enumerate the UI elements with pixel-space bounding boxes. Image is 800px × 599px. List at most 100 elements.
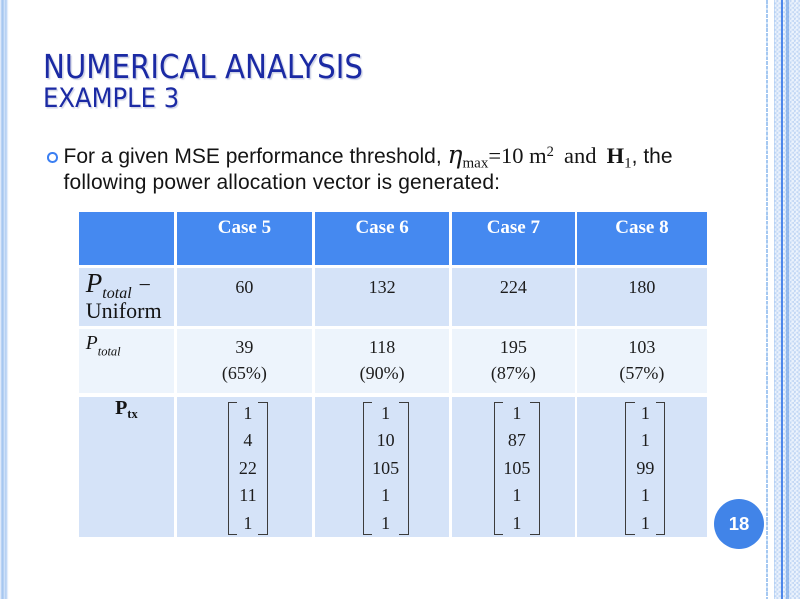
table-header-case7: Case 7 [452, 211, 575, 265]
table-header-case5: Case 5 [176, 211, 313, 265]
slide-subtitle: EXAMPLE 3 [43, 83, 180, 115]
vector-value: 10 [376, 430, 395, 451]
bullet-icon [47, 152, 58, 163]
row-uniform-value-case5: 60 [176, 267, 313, 327]
row-uniform-value-case7: 224 [452, 267, 575, 327]
cell-value: 60 [235, 276, 254, 297]
header-label: Case 5 [217, 216, 272, 238]
vector-values: 1 4 22 11 1 [228, 402, 268, 535]
row-ptx-vector-case5: 1 4 22 11 1 [176, 396, 313, 537]
vector-value: 87 [507, 430, 526, 451]
slide-title: NUMERICAL ANALYSIS [43, 48, 363, 87]
table-header-case8: Case 8 [577, 211, 707, 265]
formula-exponent: 2 [546, 143, 554, 160]
left-stripe-border [0, 0, 10, 599]
vector-value: 1 [243, 513, 253, 534]
value-number: 103 [628, 337, 656, 358]
value-number: 39 [235, 337, 254, 358]
value-percentage: (90%) [359, 362, 405, 383]
page-number: 18 [728, 513, 750, 534]
vector-value: 1 [381, 402, 391, 423]
formula-H: H [606, 142, 625, 168]
vector-value: 22 [238, 457, 257, 478]
row-ptx-vector-case6: 1 10 105 1 1 [314, 396, 450, 537]
matrix-bracket: 1 1 99 1 1 [625, 402, 666, 535]
row-ptx-label: Ptx [78, 396, 174, 537]
formula-eta: η [447, 139, 463, 169]
formula-and: and [558, 142, 603, 168]
band-solid-line [780, 0, 783, 599]
vector-value: 1 [640, 485, 650, 506]
cell-value: 39 (65%) [177, 329, 313, 386]
dotted-line-decoration [765, 0, 769, 599]
vector-value: 4 [243, 430, 253, 451]
cell-value: 224 [499, 276, 527, 297]
right-bracket [655, 402, 666, 535]
vector-value: 1 [640, 513, 650, 534]
left-bracket [493, 402, 504, 535]
bullet-line2: following power allocation vector is gen… [63, 171, 501, 195]
vector-value: 1 [243, 402, 253, 423]
cell-value: 195 (87%) [452, 329, 575, 386]
bullet-text-before: For a given MSE performance threshold, [63, 144, 448, 168]
row-uniform-value-case6: 132 [314, 267, 450, 327]
left-bracket [227, 402, 238, 535]
row-uniform-value-case8: 180 [577, 267, 707, 327]
value-number: 118 [368, 337, 396, 358]
row-ptotal-value-case6: 118 (90%) [314, 329, 450, 394]
row-ptotal-value-case8: 103 (57%) [577, 329, 707, 394]
vector-value: 1 [512, 513, 522, 534]
bullet-paragraph: For a given MSE performance threshold, η… [63, 141, 754, 197]
band-soft-line [786, 0, 789, 599]
formula-equals-value: =10 m [488, 142, 547, 168]
band-edge-line [773, 0, 776, 599]
table-header-empty [78, 211, 174, 265]
page-number-badge: 18 [714, 499, 764, 549]
equation-ptx: Ptx [115, 396, 138, 421]
vector-values: 1 1 99 1 1 [625, 402, 665, 535]
equation-ptotal: Ptotal [85, 333, 121, 359]
row-ptotal-label: Ptotal [78, 329, 174, 394]
header-label: Case 7 [486, 216, 540, 238]
vector-value: 105 [503, 457, 531, 478]
matrix-bracket: 1 87 105 1 1 [493, 402, 540, 535]
value-percentage: (57%) [619, 362, 665, 383]
vector-value: 1 [512, 485, 522, 506]
vector-value: 11 [239, 485, 257, 506]
vector-value: 99 [636, 457, 655, 478]
cell-value: 132 [368, 276, 396, 297]
row-ptx-vector-case8: 1 1 99 1 1 [577, 396, 707, 537]
power-allocation-table: Case 5 Case 6 Case 7 Case 8 Ptotal − Uni… [78, 211, 707, 537]
right-bracket [530, 402, 540, 535]
left-bracket [362, 402, 373, 535]
vector-value: 1 [381, 513, 391, 534]
cell-value: 180 [628, 276, 656, 297]
bullet-line1: For a given MSE performance threshold, η… [63, 141, 673, 172]
vector-values: 1 10 105 1 1 [363, 402, 409, 535]
matrix-bracket: 1 10 105 1 1 [362, 402, 409, 535]
bullet-text-after: , the [631, 144, 673, 168]
right-ribbon-border [763, 0, 800, 599]
matrix-bracket: 1 4 22 11 1 [227, 402, 268, 535]
left-bracket [625, 402, 635, 535]
right-bracket [399, 402, 409, 535]
vector-value: 1 [640, 402, 650, 423]
cell-value: 118 (90%) [315, 329, 450, 386]
row-uniform-label: Ptotal − Uniform [78, 267, 174, 327]
equation-ptotal-minus: Ptotal − [85, 268, 152, 303]
vector-value: 1 [381, 485, 391, 506]
formula-H-subscript: 1 [624, 155, 632, 172]
row-ptx-vector-case7: 1 87 105 1 1 [452, 396, 575, 537]
header-label: Case 8 [615, 216, 669, 238]
table-header-case6: Case 6 [314, 211, 450, 265]
row-ptotal-value-case5: 39 (65%) [176, 329, 313, 394]
cell-value: 103 (57%) [577, 329, 706, 386]
vector-value: 1 [640, 430, 650, 451]
header-label: Case 6 [355, 216, 409, 238]
title-block: NUMERICAL ANALYSIS EXAMPLE 3 [43, 48, 398, 115]
row-ptotal-value-case7: 195 (87%) [452, 329, 575, 394]
uniform-label: Uniform [85, 297, 162, 323]
formula-eta-subscript: max [462, 155, 489, 172]
right-bracket [258, 402, 268, 535]
